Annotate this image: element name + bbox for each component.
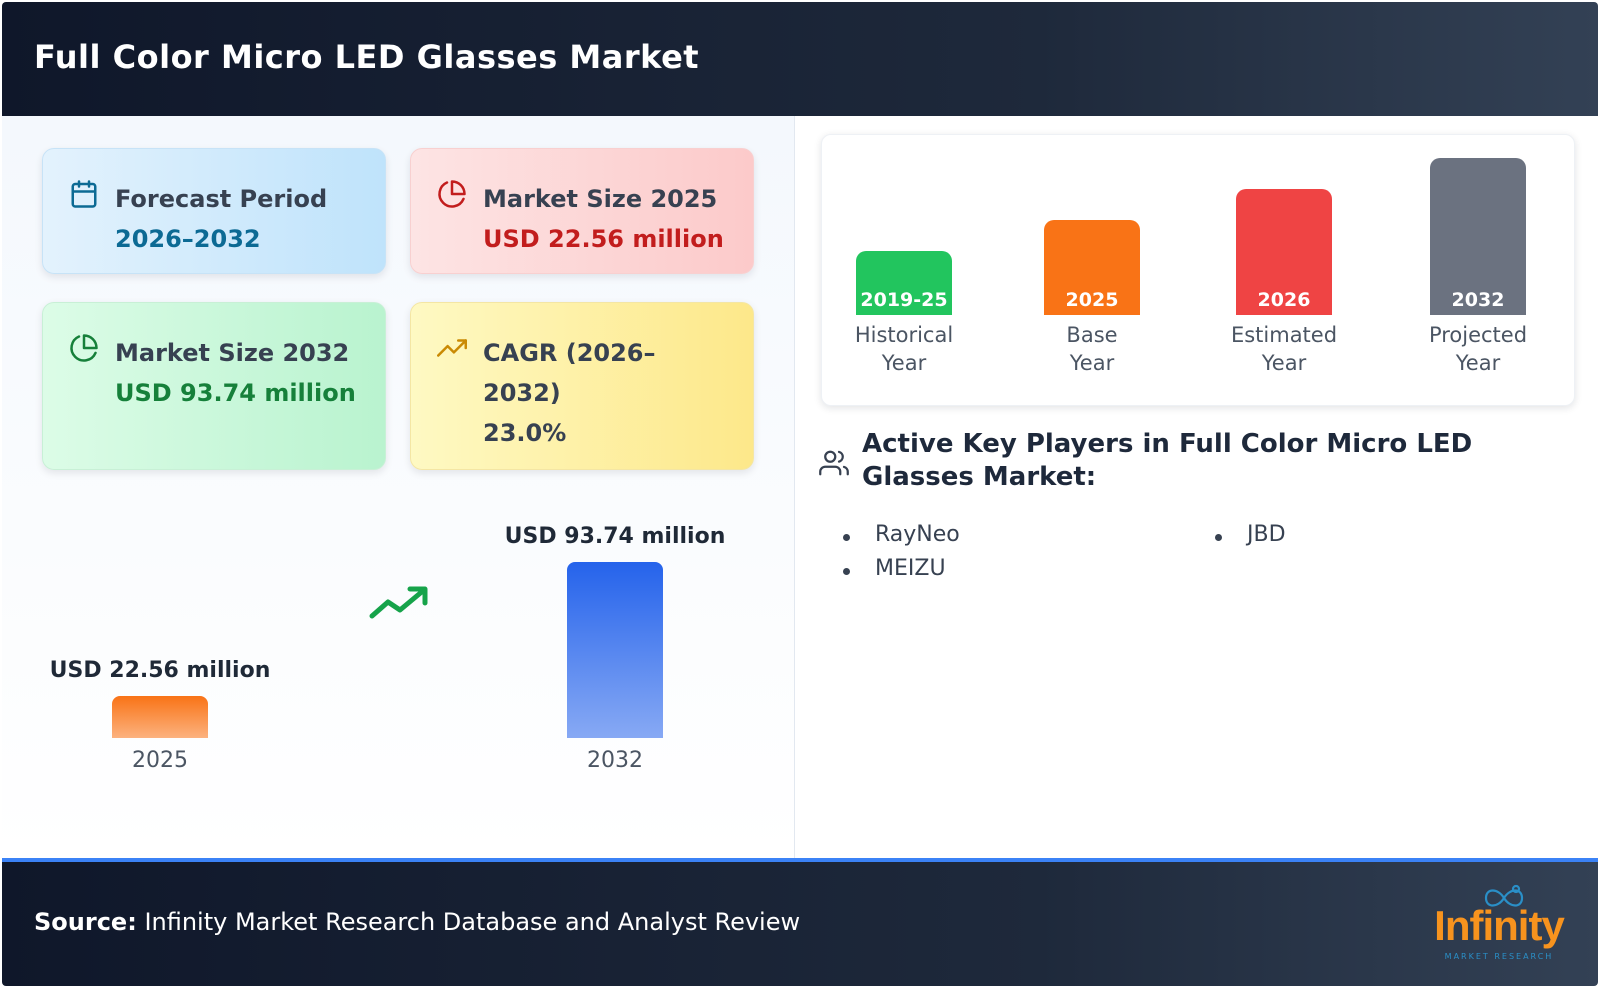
cagr-value: 23.0% — [483, 419, 567, 447]
pie-chart-icon — [70, 334, 98, 362]
bar-2026: 2026 — [1236, 189, 1332, 315]
bar-caption: Historical Year — [854, 323, 954, 375]
player-item: RayNeo — [841, 522, 960, 547]
source-label: Source: — [34, 908, 137, 936]
source-note: Source: Infinity Market Research Databas… — [34, 908, 800, 936]
bar-caption: Projected Year — [1428, 323, 1528, 375]
key-players-title: Active Key Players in Full Color Micro L… — [862, 429, 1473, 492]
bar-year-label: 2019-25 — [860, 289, 948, 311]
infinity-logo-icon — [1484, 884, 1524, 907]
company-logo: Infinity MARKET RESEARCH — [1434, 884, 1565, 961]
bar-2019-25: 2019-25 — [856, 251, 952, 315]
right-panel: 2019-25 Historical Year 2025 Base Year 2026 Est… — [795, 116, 1598, 858]
timeline-bar-chart: 2019-25 Historical Year 2025 Base Year 2026 Est… — [821, 134, 1575, 406]
bar-caption: Estimated Year — [1230, 323, 1338, 375]
forecast-period-value: 2026–2032 — [115, 225, 261, 253]
market-size-2032-label: Market Size 2032 — [115, 339, 350, 367]
player-item: JBD — [1213, 522, 1286, 547]
bar-year-label: 2025 — [132, 748, 188, 773]
panel-divider — [794, 116, 795, 858]
cagr-card: CAGR (2026–2032) 23.0% — [410, 302, 754, 470]
logo-wordmark: Infinity — [1434, 902, 1565, 949]
trend-arrow-icon — [369, 586, 428, 619]
page-title: Full Color Micro LED Glasses Market — [34, 38, 700, 76]
forecast-period-card: Forecast Period 2026–2032 — [42, 148, 386, 274]
source-text: Infinity Market Research Database and An… — [144, 908, 801, 936]
player-item: MEIZU — [841, 556, 946, 581]
users-icon — [819, 450, 849, 476]
bar-caption: Base Year — [1066, 323, 1118, 375]
bar-value-label: USD 22.56 million — [49, 658, 271, 683]
logo-subtext: MARKET RESEARCH — [1444, 952, 1554, 961]
trending-up-icon — [437, 339, 467, 357]
cagr-label: CAGR (2026–2032) — [483, 339, 656, 407]
bar-year-label: 2025 — [1065, 289, 1119, 311]
pie-chart-icon — [438, 180, 466, 208]
bar-2032: 2032 — [1430, 158, 1526, 315]
calendar-icon — [71, 180, 97, 208]
market-size-2032-card: Market Size 2032 USD 93.74 million — [42, 302, 386, 470]
footer: Source: Infinity Market Research Databas… — [2, 862, 1598, 986]
market-size-2032-value: USD 93.74 million — [115, 379, 356, 407]
bar-value-label: USD 93.74 million — [504, 524, 726, 549]
bar-year-label: 2032 — [1451, 289, 1505, 311]
market-size-2025-card: Market Size 2025 USD 22.56 million — [410, 148, 754, 274]
bar-2025 — [112, 696, 208, 738]
market-size-2025-value: USD 22.56 million — [483, 225, 724, 253]
market-size-2025-label: Market Size 2025 — [483, 185, 718, 213]
bar-year-label: 2026 — [1257, 289, 1311, 311]
forecast-period-label: Forecast Period — [115, 185, 328, 213]
left-panel: Forecast Period 2026–2032 Market Size 20… — [2, 116, 794, 858]
footer-accent-line — [2, 858, 1598, 862]
bar-2032 — [567, 562, 663, 738]
bar-2025: 2025 — [1044, 220, 1140, 315]
header: Full Color Micro LED Glasses Market — [2, 2, 1598, 116]
bar-year-label: 2032 — [587, 748, 643, 773]
